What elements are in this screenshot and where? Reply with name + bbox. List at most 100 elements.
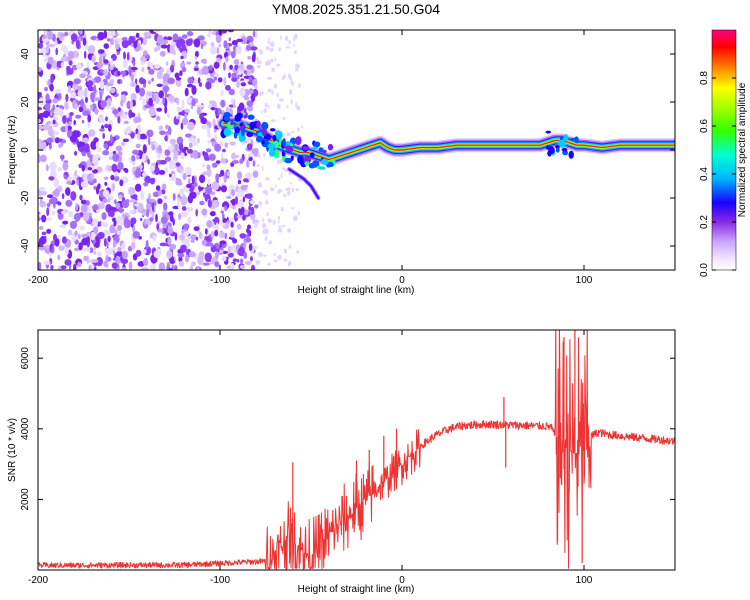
noise-speck xyxy=(78,242,83,251)
noise-speck xyxy=(98,116,105,124)
noise-speck xyxy=(248,76,252,82)
noise-speck xyxy=(164,135,168,142)
noise-speck xyxy=(297,211,300,216)
noise-speck xyxy=(150,264,155,270)
noise-speck xyxy=(233,59,240,65)
noise-speck xyxy=(202,188,206,193)
noise-speck xyxy=(189,265,193,270)
colorbar-tick-label: 0.6 xyxy=(699,119,710,133)
noise-speck xyxy=(246,89,254,95)
ridge-blob xyxy=(326,163,331,168)
noise-speck xyxy=(75,203,79,211)
noise-speck xyxy=(172,205,180,210)
noise-speck xyxy=(249,200,256,205)
noise-speck xyxy=(120,114,128,120)
noise-speck xyxy=(49,161,57,171)
noise-speck xyxy=(107,197,111,203)
noise-speck xyxy=(52,119,56,125)
noise-speck xyxy=(273,253,276,256)
noise-speck xyxy=(191,85,197,95)
noise-speck xyxy=(238,69,242,76)
x-tick-label: 100 xyxy=(576,275,593,286)
noise-speck xyxy=(247,136,252,144)
ridge-blob xyxy=(313,141,321,148)
ridge-blob xyxy=(269,128,276,132)
noise-speck xyxy=(109,209,115,218)
noise-speck xyxy=(100,100,107,108)
noise-speck xyxy=(238,102,245,111)
noise-speck xyxy=(244,107,247,114)
noise-speck xyxy=(130,132,135,139)
noise-speck xyxy=(61,193,65,200)
noise-speck xyxy=(125,199,130,203)
noise-speck xyxy=(69,135,78,143)
noise-speck xyxy=(268,240,273,245)
noise-speck xyxy=(117,116,121,124)
noise-speck xyxy=(73,78,81,85)
noise-speck xyxy=(93,250,97,255)
noise-speck xyxy=(208,64,213,71)
noise-speck xyxy=(252,160,256,167)
noise-speck xyxy=(290,182,293,185)
noise-speck xyxy=(93,97,101,101)
noise-speck xyxy=(75,114,82,119)
noise-speck xyxy=(70,33,78,42)
noise-speck xyxy=(97,99,102,109)
noise-speck xyxy=(70,191,77,201)
noise-speck xyxy=(214,133,218,141)
noise-speck xyxy=(168,95,175,103)
noise-speck xyxy=(278,158,283,164)
noise-speck xyxy=(227,245,231,254)
noise-speck xyxy=(163,202,168,212)
noise-speck xyxy=(142,153,147,162)
noise-speck xyxy=(185,38,193,47)
noise-speck xyxy=(110,134,113,144)
noise-speck xyxy=(225,56,229,63)
noise-speck xyxy=(38,97,45,106)
noise-speck xyxy=(93,185,97,190)
noise-speck xyxy=(79,73,86,79)
noise-speck xyxy=(239,87,246,97)
noise-speck xyxy=(90,104,94,111)
noise-speck xyxy=(124,168,129,173)
noise-speck xyxy=(229,244,237,255)
noise-speck xyxy=(136,154,140,160)
noise-speck xyxy=(96,256,103,267)
noise-speck xyxy=(43,260,51,265)
noise-speck xyxy=(38,42,43,49)
noise-speck xyxy=(75,138,79,146)
noise-speck xyxy=(94,178,97,184)
noise-speck xyxy=(195,208,198,217)
noise-speck xyxy=(89,154,93,164)
noise-speck xyxy=(201,239,208,246)
noise-speck xyxy=(119,216,124,226)
noise-speck xyxy=(121,250,128,260)
noise-speck xyxy=(120,258,129,265)
noise-speck xyxy=(119,179,124,187)
noise-speck xyxy=(246,159,250,168)
noise-speck xyxy=(149,217,154,222)
noise-speck xyxy=(294,215,298,222)
noise-speck xyxy=(186,97,193,104)
ridge-blob xyxy=(223,112,231,117)
snr-frame xyxy=(37,329,676,571)
noise-speck xyxy=(109,87,116,94)
noise-speck xyxy=(149,165,156,172)
noise-speck xyxy=(237,179,242,185)
ridge-blob xyxy=(284,157,293,164)
noise-speck xyxy=(230,98,235,104)
noise-speck xyxy=(89,247,94,254)
noise-speck xyxy=(186,206,194,212)
noise-speck xyxy=(276,159,280,165)
noise-speck xyxy=(269,48,274,52)
noise-speck xyxy=(60,45,68,52)
noise-speck xyxy=(283,248,288,254)
noise-speck xyxy=(259,91,262,97)
y-tick-label: 40 xyxy=(20,48,31,60)
noise-speck xyxy=(62,115,67,124)
ridge-blob xyxy=(241,127,245,137)
noise-speck xyxy=(42,124,50,131)
noise-speck xyxy=(297,127,300,132)
noise-speck xyxy=(135,84,140,94)
noise-speck xyxy=(247,104,254,112)
